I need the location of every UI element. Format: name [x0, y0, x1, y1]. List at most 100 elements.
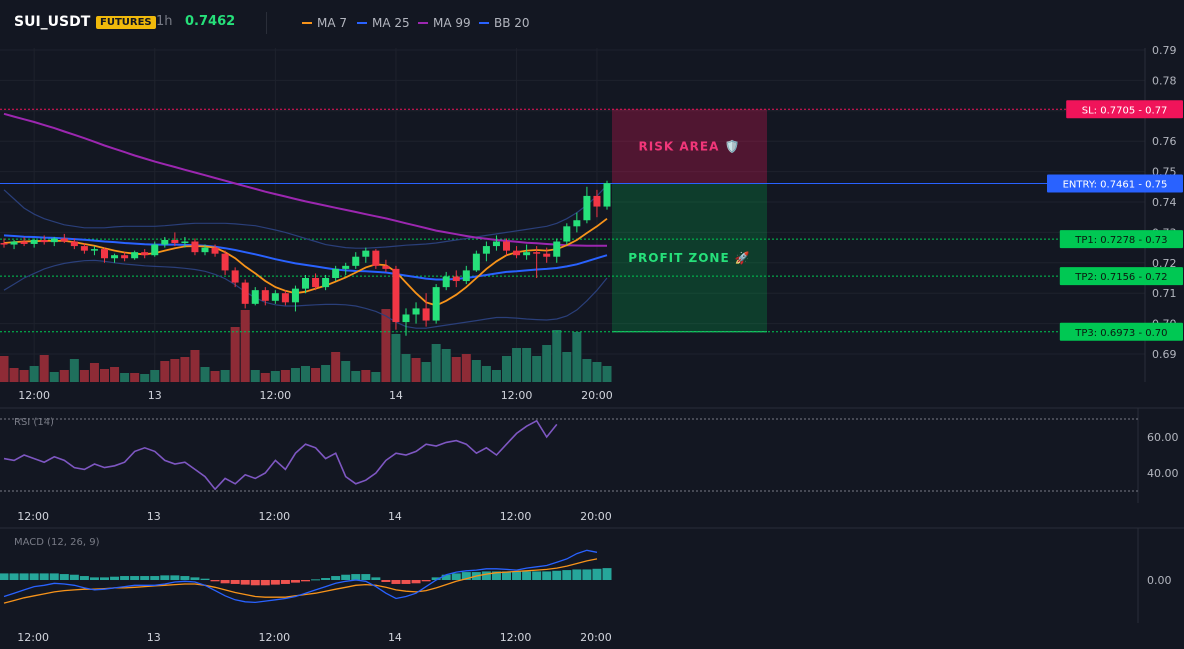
legend-ma25[interactable]: MA 25: [357, 16, 410, 30]
candle[interactable]: [281, 290, 289, 306]
candle[interactable]: [392, 265, 400, 330]
candle[interactable]: [10, 240, 18, 250]
candle[interactable]: [332, 265, 340, 282]
price-axis-label: 0.72: [1152, 257, 1177, 270]
volume-bar: [441, 349, 451, 382]
symbol-name[interactable]: SUI_USDT: [14, 14, 91, 30]
candle[interactable]: [583, 186, 591, 224]
candle[interactable]: [372, 249, 380, 269]
candle[interactable]: [271, 290, 279, 304]
volume-bar: [69, 359, 79, 382]
entry-label-tag[interactable]: ENTRY: 0.7461 - 0.75: [1047, 174, 1183, 193]
tp1-label-tag[interactable]: TP1: 0.7278 - 0.73: [1059, 230, 1183, 249]
macd-histogram-bar: [29, 573, 39, 580]
candle[interactable]: [352, 252, 360, 269]
candle[interactable]: [432, 284, 440, 324]
candle[interactable]: [40, 235, 48, 245]
candle[interactable]: [101, 247, 108, 263]
candle[interactable]: [60, 233, 68, 244]
candle[interactable]: [452, 270, 460, 288]
candle[interactable]: [533, 246, 541, 278]
macd-histogram-bar: [331, 576, 341, 580]
candle[interactable]: [161, 236, 169, 248]
profit-zone: [612, 183, 767, 332]
candle[interactable]: [20, 236, 28, 247]
candle[interactable]: [221, 250, 229, 275]
candle[interactable]: [503, 238, 510, 256]
candle[interactable]: [553, 238, 561, 263]
candle[interactable]: [171, 232, 179, 247]
candle-body: [171, 240, 179, 244]
timeframe-label[interactable]: 1h: [156, 14, 173, 29]
candle[interactable]: [90, 246, 98, 256]
candle[interactable]: [261, 287, 269, 306]
candle[interactable]: [70, 238, 78, 250]
legend-bb20[interactable]: BB 20: [479, 16, 530, 30]
macd-histogram-bar: [592, 568, 602, 580]
candle[interactable]: [302, 274, 309, 294]
candle[interactable]: [111, 253, 119, 263]
candle[interactable]: [211, 244, 219, 257]
candle[interactable]: [442, 271, 450, 291]
candle[interactable]: [151, 241, 159, 257]
macd-histogram-bar: [69, 574, 79, 580]
candle[interactable]: [0, 238, 8, 248]
macd-histogram-bar: [401, 580, 411, 584]
rsi-panel[interactable]: RSI (14) 60.00 40.00 12:00 13 12:00 14 12:00 20:…: [0, 407, 1184, 523]
candle[interactable]: [291, 285, 299, 312]
candle[interactable]: [251, 287, 259, 306]
candle[interactable]: [322, 274, 330, 291]
header-divider: [266, 12, 267, 34]
candle[interactable]: [543, 247, 551, 263]
macd-histogram-bar: [582, 569, 592, 580]
candle[interactable]: [362, 247, 370, 263]
price-panel[interactable]: RISK AREA 🛡️PROFIT ZONE 🚀0.790.780.770.7…: [0, 44, 1183, 402]
candle[interactable]: [382, 259, 390, 272]
candle[interactable]: [482, 241, 490, 262]
candle[interactable]: [603, 180, 611, 210]
candle[interactable]: [241, 279, 249, 309]
candle[interactable]: [412, 302, 420, 324]
candle[interactable]: [312, 273, 320, 291]
tp2-label-tag[interactable]: TP2: 0.7156 - 0.72: [1059, 267, 1183, 286]
candle[interactable]: [50, 236, 58, 247]
candle-body: [241, 282, 249, 304]
candle[interactable]: [563, 223, 571, 245]
legend-ma99[interactable]: MA 99: [418, 16, 471, 30]
tp3-label-tag[interactable]: TP3: 0.6973 - 0.70: [1059, 322, 1183, 341]
legend-label-ma25: MA 25: [372, 16, 410, 30]
candle-body: [432, 287, 440, 321]
candle[interactable]: [181, 236, 189, 248]
legend-ma7[interactable]: MA 7: [302, 16, 347, 30]
candle-body: [70, 241, 78, 247]
candle[interactable]: [402, 308, 410, 336]
candle[interactable]: [472, 250, 480, 272]
sl-label-tag[interactable]: SL: 0.7705 - 0.77: [1066, 100, 1183, 119]
candle[interactable]: [573, 212, 581, 233]
candle-body: [462, 270, 470, 282]
candle-body: [352, 256, 360, 266]
candle[interactable]: [141, 249, 149, 259]
candle[interactable]: [462, 265, 470, 285]
candle[interactable]: [30, 238, 38, 248]
candle[interactable]: [422, 293, 430, 327]
volume-bar: [120, 373, 130, 382]
macd-panel[interactable]: MACD (12, 26, 9) 0.00 12:00 13 12:00 14 12:00 2…: [0, 527, 1184, 644]
candle[interactable]: [191, 238, 199, 256]
candle[interactable]: [231, 267, 239, 288]
candle[interactable]: [80, 243, 88, 254]
candle[interactable]: [342, 262, 350, 275]
candle[interactable]: [513, 246, 521, 259]
candle[interactable]: [593, 189, 601, 218]
candle-body: [533, 252, 541, 254]
candle[interactable]: [492, 235, 500, 251]
candle[interactable]: [131, 250, 139, 260]
candle[interactable]: [201, 244, 209, 256]
candle[interactable]: [523, 244, 531, 260]
ma25-line: [3, 234, 608, 281]
volume-bar: [130, 373, 140, 382]
candle[interactable]: [121, 252, 129, 262]
candle-body: [583, 195, 591, 221]
volume-bar: [0, 356, 9, 382]
